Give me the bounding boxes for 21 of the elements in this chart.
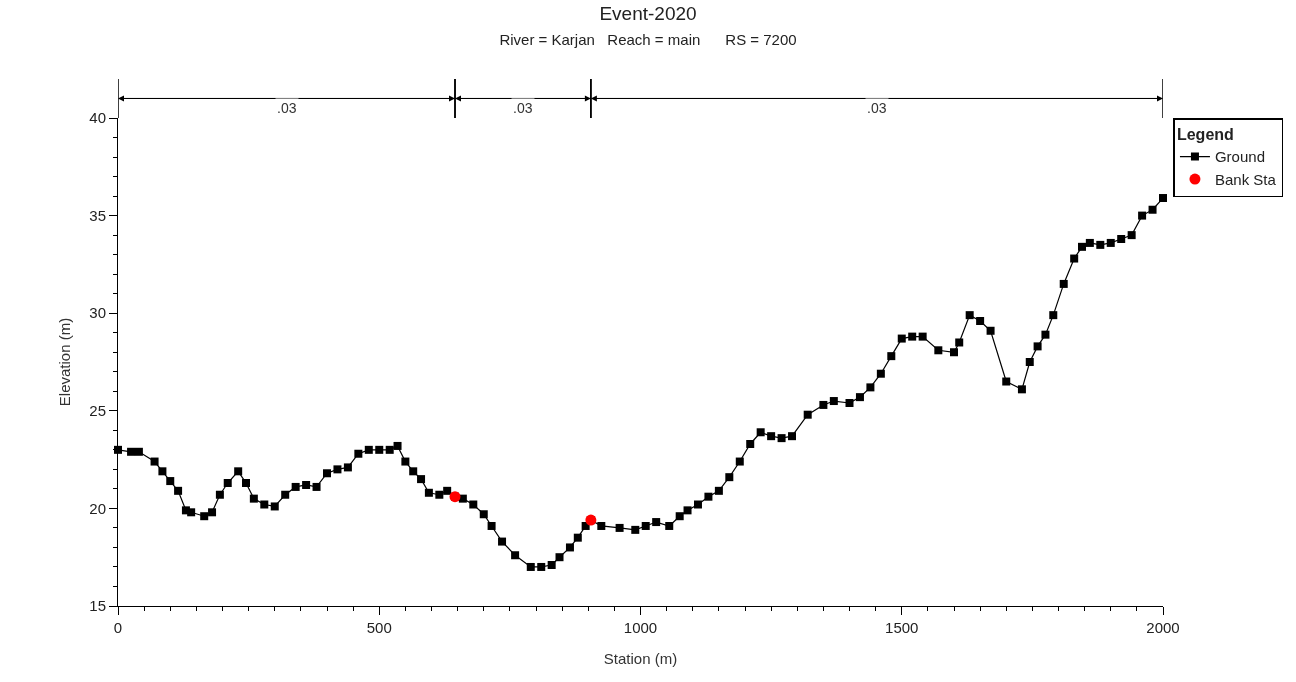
- x-tick-label: 2000: [1146, 619, 1180, 636]
- y-tick-label: 35: [89, 206, 106, 224]
- legend-title: Legend: [1176, 126, 1234, 144]
- x-tick-label: 0: [113, 619, 123, 636]
- y-axis-title: Elevation (m): [55, 317, 73, 407]
- text: .03: [277, 100, 297, 116]
- x-tick-label: 1500: [885, 619, 919, 636]
- text: .03: [513, 100, 533, 116]
- text: .03: [867, 100, 887, 116]
- legend-label: Ground: [1214, 148, 1265, 166]
- legend-label: Bank Sta: [1214, 170, 1277, 188]
- y-tick-label: 30: [89, 304, 106, 322]
- chart-title: Event-2020: [599, 3, 697, 25]
- x-tick-label: 1000: [623, 619, 658, 636]
- y-tick-label: 25: [89, 402, 106, 420]
- y-tick-label: 20: [89, 499, 106, 517]
- chart-subtitle: River = Karjan Reach = main RS = 7200: [499, 31, 797, 49]
- y-tick-label: 15: [89, 597, 106, 615]
- y-tick-label: 40: [89, 109, 106, 127]
- x-tick-label: 500: [366, 619, 392, 636]
- x-axis-title: Station (m): [603, 650, 678, 667]
